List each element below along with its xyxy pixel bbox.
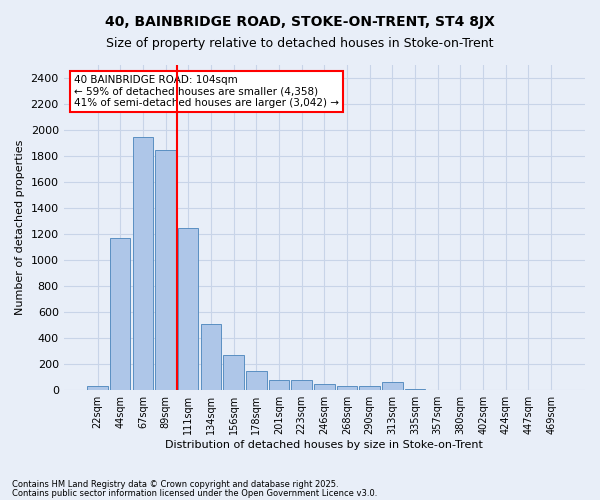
Bar xyxy=(88,386,108,390)
Bar xyxy=(201,324,221,390)
Text: Size of property relative to detached houses in Stoke-on-Trent: Size of property relative to detached ho… xyxy=(106,38,494,51)
Bar xyxy=(292,380,312,390)
Bar xyxy=(314,384,335,390)
X-axis label: Distribution of detached houses by size in Stoke-on-Trent: Distribution of detached houses by size … xyxy=(166,440,483,450)
Bar xyxy=(178,228,199,390)
Bar xyxy=(337,386,357,390)
Text: Contains HM Land Registry data © Crown copyright and database right 2025.: Contains HM Land Registry data © Crown c… xyxy=(12,480,338,489)
Text: Contains public sector information licensed under the Open Government Licence v3: Contains public sector information licen… xyxy=(12,488,377,498)
Text: 40 BAINBRIDGE ROAD: 104sqm
← 59% of detached houses are smaller (4,358)
41% of s: 40 BAINBRIDGE ROAD: 104sqm ← 59% of deta… xyxy=(74,75,339,108)
Bar xyxy=(223,355,244,390)
Bar xyxy=(269,380,289,390)
Bar xyxy=(382,382,403,390)
Bar xyxy=(405,389,425,390)
Bar xyxy=(133,136,153,390)
Bar xyxy=(155,150,176,390)
Text: 40, BAINBRIDGE ROAD, STOKE-ON-TRENT, ST4 8JX: 40, BAINBRIDGE ROAD, STOKE-ON-TRENT, ST4… xyxy=(105,15,495,29)
Bar xyxy=(246,370,266,390)
Y-axis label: Number of detached properties: Number of detached properties xyxy=(15,140,25,316)
Bar xyxy=(110,238,130,390)
Bar xyxy=(359,386,380,390)
